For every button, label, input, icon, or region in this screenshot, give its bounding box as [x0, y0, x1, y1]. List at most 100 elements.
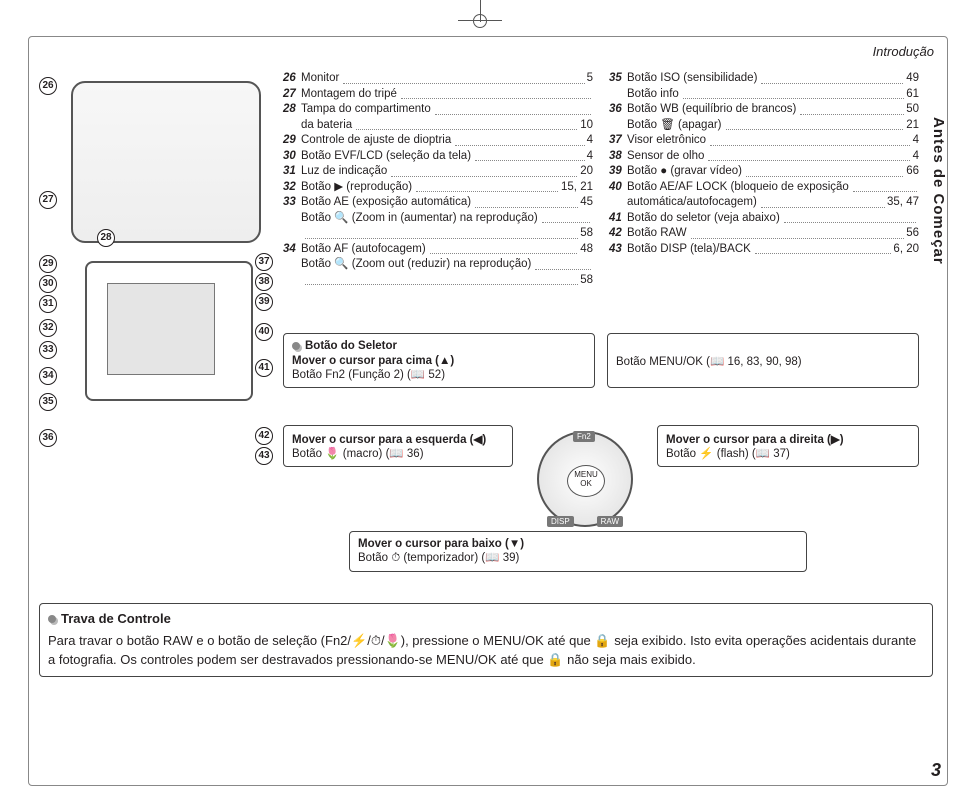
index-label: Botão ISO (sensibilidade) [627, 71, 904, 87]
selector-right-line2: Botão ⚡ (flash) (📖 37) [666, 446, 910, 460]
index-col-2: 35Botão ISO (sensibilidade)49Botão info6… [609, 71, 919, 288]
selector-title: Botão do Seletor [305, 340, 397, 352]
selector-row-2: Mover o cursor para a esquerda (◀) Botão… [283, 425, 919, 533]
index-label: Visor eletrônico [627, 133, 911, 149]
index-num: 26 [283, 71, 301, 87]
index-label: Botão 🗑 (apagar) [627, 118, 904, 134]
index-label: Controle de ajuste de dioptria [301, 133, 585, 149]
callout-35: 35 [39, 393, 57, 411]
selector-right-line1: Mover o cursor para a direita (▶) [666, 434, 844, 446]
control-lock-body: Para travar o botão RAW e o botão de sel… [48, 632, 924, 670]
index-label: Botão AE (exposição automática) [301, 195, 578, 211]
index-label: Botão ▶ (reprodução) [301, 180, 559, 196]
index-label [301, 273, 578, 289]
selector-right-box: Mover o cursor para a direita (▶) Botão … [657, 425, 919, 467]
index-page: 50 [904, 102, 919, 118]
callout-26: 26 [39, 77, 57, 95]
index-entry: 32Botão ▶ (reprodução) 15, 21 [283, 180, 593, 196]
camera-diagram: 26 27 28 29 30 31 32 33 34 35 36 37 38 3… [37, 77, 273, 427]
index-page: 10 [578, 118, 593, 134]
index-label: Botão do seletor (veja abaixo) [627, 211, 917, 227]
selector-up-box: Botão do Seletor Mover o cursor para cim… [283, 333, 595, 388]
index-label: Botão AF (autofocagem) [301, 242, 578, 258]
index-label: Tampa do compartimento [301, 102, 591, 118]
index-label [301, 226, 578, 242]
selector-menuok-box: Botão MENU/OK (📖 16, 83, 90, 98) [607, 333, 919, 388]
index-label: Luz de indicação [301, 164, 578, 180]
index-num: 32 [283, 180, 301, 196]
page-frame: Antes de Começar 26 27 28 29 30 31 32 33… [28, 36, 948, 786]
index-num: 42 [609, 226, 627, 242]
dial-top-label: Fn2 [573, 431, 595, 442]
index-page: 5 [585, 71, 593, 87]
index-label: Botão EVF/LCD (seleção da tela) [301, 149, 585, 165]
index-page: 49 [904, 71, 919, 87]
index-num: 31 [283, 164, 301, 180]
callout-31: 31 [39, 295, 57, 313]
index-num: 43 [609, 242, 627, 258]
dial-ok: MENU OK [567, 465, 605, 497]
index-page: 4 [911, 133, 919, 149]
selector-row-1: Botão do Seletor Mover o cursor para cim… [283, 333, 919, 388]
control-lock-title: Trava de Controle [61, 610, 171, 629]
control-lock-wrap: Trava de Controle Para travar o botão RA… [39, 603, 933, 677]
index-entry: Botão 🔍 (Zoom in (aumentar) na reproduçã… [283, 211, 593, 227]
callout-28: 28 [97, 229, 115, 247]
index-num: 38 [609, 149, 627, 165]
index-label: Botão 🔍 (Zoom in (aumentar) na reproduçã… [301, 211, 591, 227]
index-label: Montagem do tripé [301, 87, 591, 103]
index-entry: 37Visor eletrônico 4 [609, 133, 919, 149]
callout-37: 37 [255, 253, 273, 271]
selector-dial: MENU OK Fn2 DISP RAW [525, 425, 645, 533]
index-num: 41 [609, 211, 627, 227]
index-page: 4 [585, 149, 593, 165]
callout-39: 39 [255, 293, 273, 311]
index-entry: automática/autofocagem)35, 47 [609, 195, 919, 211]
index-page: 4 [585, 133, 593, 149]
selector-left-line1: Mover o cursor para a esquerda (◀) [292, 434, 486, 446]
selector-down-line2: Botão ⏱ (temporizador) (📖 39) [358, 550, 798, 565]
index-page: 20 [578, 164, 593, 180]
index-entry: 30Botão EVF/LCD (seleção da tela) 4 [283, 149, 593, 165]
index-num: 30 [283, 149, 301, 165]
index-num: 36 [609, 102, 627, 118]
index-label: Botão RAW [627, 226, 904, 242]
dial-raw-label: RAW [597, 516, 623, 527]
callout-42: 42 [255, 427, 273, 445]
callout-27: 27 [39, 191, 57, 209]
index-page: 15, 21 [559, 180, 593, 196]
dial-disp-label: DISP [547, 516, 574, 527]
index-entry: 33Botão AE (exposição automática)45 [283, 195, 593, 211]
index-col-1: 26Monitor 527Montagem do tripé28Tampa do… [283, 71, 593, 288]
index-entry: 29Controle de ajuste de dioptria 4 [283, 133, 593, 149]
index-entry: 36Botão WB (equilíbrio de brancos)50 [609, 102, 919, 118]
index-label: Botão info [627, 87, 904, 103]
index-page: 6, 20 [891, 242, 919, 258]
index-label: Botão DISP (tela)/BACK [627, 242, 891, 258]
index-label: automática/autofocagem) [627, 195, 885, 211]
index-label: Botão ● (gravar vídeo) [627, 164, 904, 180]
index-entry: 41Botão do seletor (veja abaixo) [609, 211, 919, 227]
index-page: 48 [578, 242, 593, 258]
index-entry: 40Botão AE/AF LOCK (bloqueio de exposiçã… [609, 180, 919, 196]
index-entry: 43Botão DISP (tela)/BACK6, 20 [609, 242, 919, 258]
index-num: 37 [609, 133, 627, 149]
control-lock-box: Trava de Controle Para travar o botão RA… [39, 603, 933, 677]
callout-40: 40 [255, 323, 273, 341]
index-num: 39 [609, 164, 627, 180]
index-entry: 31Luz de indicação20 [283, 164, 593, 180]
selector-left-line2: Botão 🌷 (macro) (📖 36) [292, 446, 504, 460]
index-entry: 39Botão ● (gravar vídeo)66 [609, 164, 919, 180]
index-label: Botão WB (equilíbrio de brancos) [627, 102, 904, 118]
index-num: 29 [283, 133, 301, 149]
index-page: 21 [904, 118, 919, 134]
index-num: 28 [283, 102, 301, 118]
index-entry: 26Monitor 5 [283, 71, 593, 87]
callout-33: 33 [39, 341, 57, 359]
index-label: Monitor [301, 71, 585, 87]
selector-up-line1: Mover o cursor para cima (▲) [292, 355, 586, 367]
index-page: 58 [578, 226, 593, 242]
index-entry: 58 [283, 273, 593, 289]
index-label: Botão AE/AF LOCK (bloqueio de exposição [627, 180, 917, 196]
index-entry: 38Sensor de olho 4 [609, 149, 919, 165]
